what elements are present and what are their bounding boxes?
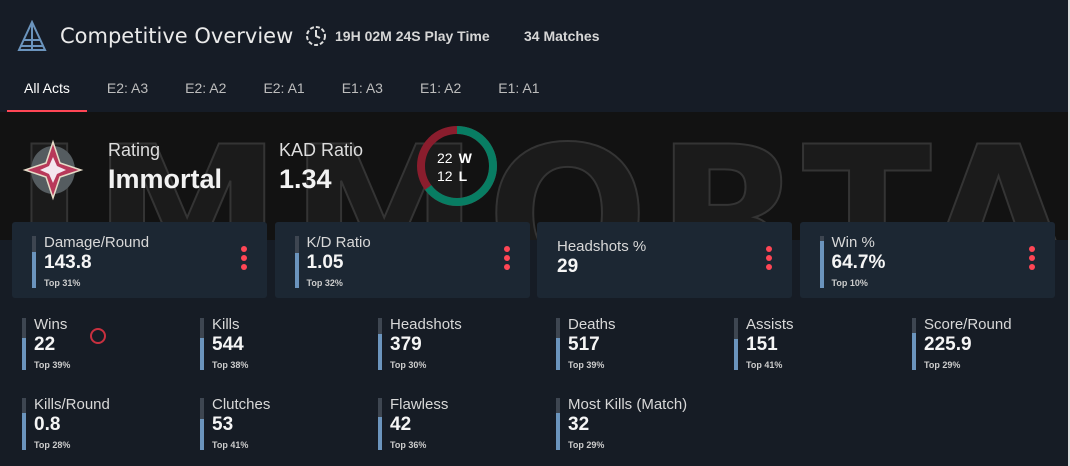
rating-value: Immortal	[108, 164, 223, 194]
more-options-icon[interactable]	[503, 246, 510, 273]
act-tabs: All Acts E2: A3 E2: A2 E2: A1 E1: A3 E1:…	[7, 70, 560, 112]
losses-label: L	[458, 168, 468, 184]
more-options-icon[interactable]	[1028, 246, 1035, 273]
stat-value: 32	[568, 414, 590, 435]
stat-value: 42	[390, 414, 412, 435]
losses-count: 12	[437, 168, 453, 184]
play-time: 19H 02M 24S Play Time	[335, 28, 490, 44]
stat-percentile: Top 32%	[306, 278, 343, 288]
kad-value: 1.34	[279, 164, 332, 194]
stat-label: Win %	[831, 234, 875, 251]
more-options-icon[interactable]	[766, 246, 772, 273]
percentile-bar	[32, 236, 36, 288]
tab-e2-a2[interactable]: E2: A2	[185, 80, 227, 96]
card-damage-round: Damage/Round 143.8 Top 31%	[12, 222, 267, 298]
percentile-bar	[378, 398, 382, 450]
percentile-bar	[912, 318, 916, 370]
stat-value: 225.9	[924, 334, 972, 355]
stat-value: 29	[557, 256, 579, 277]
tab-e2-a3[interactable]: E2: A3	[106, 80, 149, 96]
stat-label: Kills	[212, 316, 240, 333]
stat-value: 151	[746, 334, 778, 355]
stat-label: Most Kills (Match)	[568, 396, 688, 413]
win-arc	[417, 126, 497, 206]
stat-percentile: Top 39%	[34, 360, 71, 370]
stat-percentile: Top 28%	[34, 440, 71, 450]
rank-hero: IMMORTAL Rating Immortal KAD Ratio 1.34 …	[0, 112, 1068, 240]
stat-label: Headshots	[390, 316, 462, 333]
percentile-bar	[734, 318, 738, 370]
percentile-bar	[294, 236, 299, 288]
stat-percentile: Top 41%	[212, 440, 249, 450]
stat-value: 517	[568, 334, 600, 355]
stat-value: 544	[212, 334, 244, 355]
stat-percentile: Top 41%	[746, 360, 783, 370]
percentile-bar	[200, 318, 204, 370]
tab-e1-a1[interactable]: E1: A1	[498, 80, 540, 96]
stat-value: 143.8	[44, 252, 92, 273]
card-headshots: Headshots % 29	[537, 222, 792, 298]
stat-label: Score/Round	[924, 316, 1012, 333]
stat-label: Wins	[34, 316, 68, 333]
stat-label: Deaths	[568, 316, 616, 333]
percentile-bar	[22, 318, 26, 370]
win-loss-donut	[417, 126, 497, 206]
immortal-rank-icon	[22, 139, 84, 201]
percentile-bar	[556, 318, 560, 370]
stat-value: 53	[212, 414, 234, 435]
competitive-logo-icon	[17, 20, 47, 51]
stat-percentile: Top 30%	[390, 360, 427, 370]
stat-label: Clutches	[212, 396, 271, 413]
stat-percentile: Top 39%	[568, 360, 605, 370]
stat-label: Damage/Round	[44, 234, 150, 251]
percentile-bar	[22, 398, 26, 450]
stat-percentile: Top 36%	[390, 440, 427, 450]
kad-label: KAD Ratio	[279, 140, 364, 160]
stat-percentile: Top 29%	[924, 360, 961, 370]
win-loss-counts: 22 W 12 L	[437, 149, 473, 185]
wins-indicator-icon	[90, 328, 106, 344]
tab-all-acts[interactable]: All Acts	[7, 70, 87, 112]
page-title: Competitive Overview	[60, 24, 294, 48]
stat-label: K/D Ratio	[306, 234, 371, 251]
stat-label: Assists	[746, 316, 794, 333]
stat-percentile: Top 38%	[212, 360, 249, 370]
stat-label: Flawless	[390, 396, 449, 413]
clock-icon	[306, 26, 326, 46]
stat-value: 379	[390, 334, 422, 355]
stat-value: 22	[34, 334, 56, 355]
tab-e1-a2[interactable]: E1: A2	[419, 80, 462, 96]
percentile-bar	[819, 236, 824, 288]
stat-value: 64.7%	[831, 252, 886, 273]
stat-value: 0.8	[34, 414, 61, 435]
tab-e1-a3[interactable]: E1: A3	[341, 80, 383, 96]
rank-watermark: IMMORTAL	[13, 112, 1068, 240]
stat-label: Kills/Round	[34, 396, 110, 413]
tab-e2-a1[interactable]: E2: A1	[263, 80, 305, 96]
percentile-bar	[378, 318, 382, 370]
rating-label: Rating	[108, 140, 161, 160]
stat-percentile: Top 29%	[568, 440, 605, 450]
stat-label: Headshots %	[557, 238, 647, 255]
percentile-bar	[556, 398, 560, 450]
match-count: 34 Matches	[524, 28, 600, 44]
wins-label: W	[458, 150, 472, 166]
stat-value: 1.05	[306, 252, 344, 273]
card-k-d-ratio: K/D Ratio 1.05 Top 32%	[274, 222, 530, 298]
wins-count: 22	[437, 150, 453, 166]
header: Competitive Overview 19H 02M 24S Play Ti…	[0, 0, 1068, 112]
more-options-icon[interactable]	[241, 246, 247, 273]
stat-percentile: Top 10%	[831, 278, 868, 288]
card-win: Win % 64.7% Top 10%	[799, 222, 1055, 298]
percentile-bar	[200, 398, 204, 450]
stat-percentile: Top 31%	[44, 278, 81, 288]
